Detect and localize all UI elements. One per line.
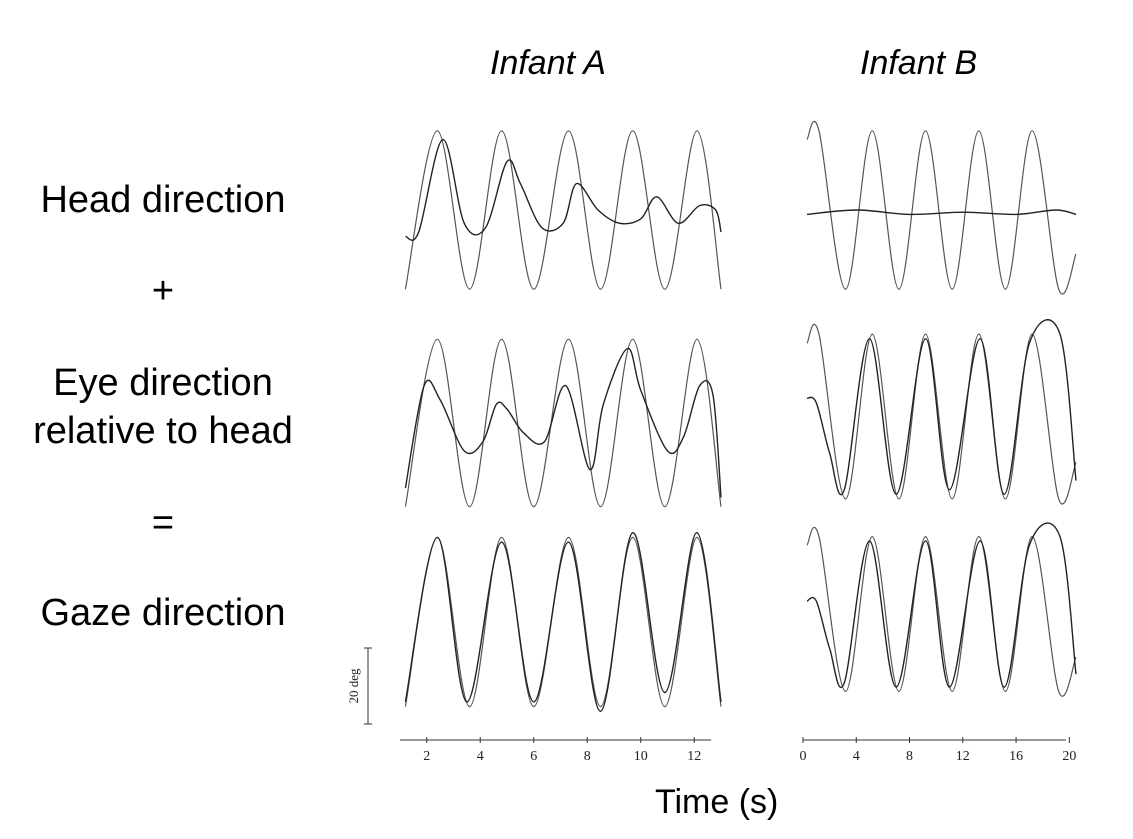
row-label-head-direction: Head direction bbox=[40, 179, 286, 221]
row-label-relative-to-head: relative to head bbox=[33, 410, 293, 452]
panel-b-row-2-target-line bbox=[806, 323, 1077, 505]
x-tick-label: 16 bbox=[1009, 749, 1023, 764]
panel-a-row-1-measured-line bbox=[405, 138, 722, 241]
panel-b-row-2-measured-line bbox=[806, 319, 1077, 496]
x-axis-title: Time (s) bbox=[655, 783, 779, 821]
panel-b-row-3-measured-line bbox=[806, 522, 1077, 688]
row-label-equals: = bbox=[151, 502, 175, 544]
x-tick-label: 2 bbox=[423, 749, 430, 764]
x-tick-label: 4 bbox=[853, 749, 860, 764]
x-tick-label: 6 bbox=[530, 749, 537, 764]
column-title-infant-b: Infant B bbox=[860, 44, 978, 82]
panel-a-row-2-target-line bbox=[404, 338, 722, 508]
panel-a-row-3-target-line bbox=[404, 536, 722, 708]
panel-a-row-3-measured-line bbox=[404, 531, 722, 713]
scale-bar-label: 20 deg bbox=[346, 668, 361, 704]
row-label-eye-direction: Eye direction bbox=[53, 362, 273, 404]
panel-a-row-1-target-line bbox=[404, 130, 722, 290]
x-tick-label: 10 bbox=[634, 749, 648, 764]
x-tick-label: 20 bbox=[1062, 749, 1076, 764]
x-tick-label: 12 bbox=[687, 749, 701, 764]
panel-b-row-1-measured-line bbox=[806, 209, 1077, 216]
panel-b-row-1-target-line bbox=[806, 120, 1077, 295]
x-tick-label: 8 bbox=[906, 749, 913, 764]
panel-b-row-3-target-line bbox=[806, 526, 1077, 697]
row-label-gaze-direction: Gaze direction bbox=[40, 592, 286, 634]
row-label-plus: + bbox=[151, 270, 175, 312]
x-tick-label: 4 bbox=[477, 749, 484, 764]
column-title-infant-a: Infant A bbox=[490, 44, 606, 82]
x-tick-label: 12 bbox=[956, 749, 970, 764]
x-tick-label: 0 bbox=[800, 749, 807, 764]
panel-a-row-2-measured-line bbox=[404, 347, 722, 498]
x-tick-label: 8 bbox=[584, 749, 591, 764]
